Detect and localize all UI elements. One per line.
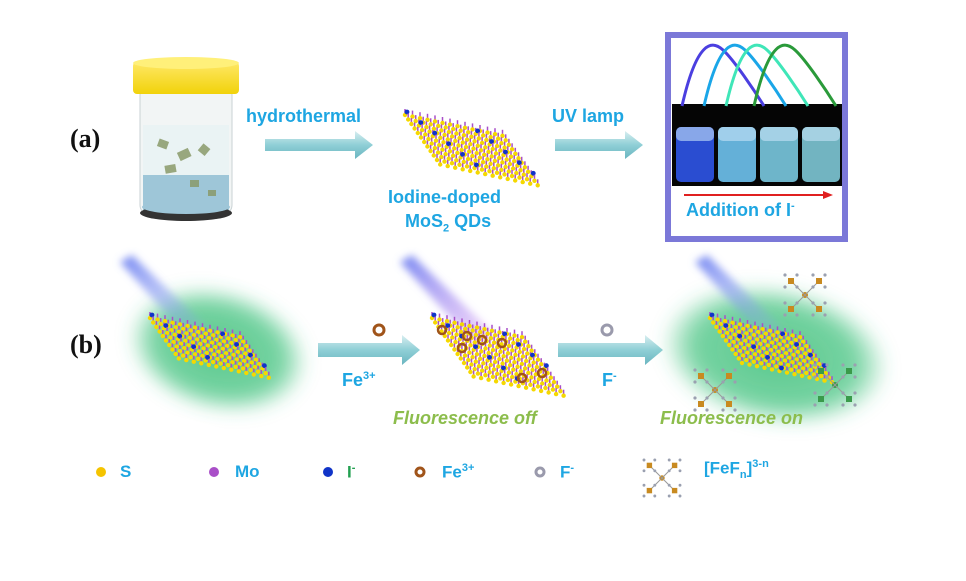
emission-curve xyxy=(752,43,838,107)
legend-f-ring-icon xyxy=(534,466,546,478)
reaction-jar-illustration xyxy=(133,57,239,221)
reagent-f-text: F xyxy=(602,370,613,390)
step-uv-lamp-label: UV lamp xyxy=(552,106,625,126)
panel-a-label: (a) xyxy=(70,124,101,153)
legend-f: F- xyxy=(560,462,574,483)
flake-fluorescent xyxy=(147,312,271,380)
reagent-fe-sup: 3+ xyxy=(363,370,376,382)
legend-i: I- xyxy=(347,462,355,483)
inset-caption: Addition of I- xyxy=(686,200,795,221)
flake-quenched xyxy=(429,312,566,398)
legend-fefn-complex-icon xyxy=(642,458,682,498)
emission-curve xyxy=(702,43,788,107)
legend-complex-sup: 3-n xyxy=(752,458,769,470)
emission-curve xyxy=(724,43,810,107)
inset-caption-sup: - xyxy=(790,200,795,212)
legend-complex-close: ] xyxy=(746,458,753,478)
f-ion-icon xyxy=(600,323,614,337)
legend-s-dot-icon xyxy=(96,467,106,477)
legend-complex-text: [FeF xyxy=(704,458,740,478)
arrow-f xyxy=(558,335,663,365)
fefn-complex-lower-left xyxy=(693,368,737,412)
legend-fe: Fe3+ xyxy=(442,462,474,483)
inset-caption-text: Addition of I xyxy=(686,200,791,220)
reagent-f-label: F- xyxy=(602,370,617,391)
legend-mo-text: Mo xyxy=(235,462,260,481)
product-mos: MoS xyxy=(405,211,443,231)
legend-mo: Mo xyxy=(235,462,260,482)
reagent-f-sup: - xyxy=(613,370,617,382)
legend-fe-text: Fe xyxy=(442,462,462,482)
legend-s: S xyxy=(120,462,131,482)
reagent-fe-label: Fe3+ xyxy=(342,370,376,391)
reagent-fe-text: Fe xyxy=(342,370,364,390)
fefn-complex-lower-right xyxy=(813,363,857,407)
fe-ion-icon xyxy=(372,323,386,337)
legend-fe-sup: 3+ xyxy=(461,462,475,474)
fefn-complex-upper xyxy=(783,273,827,317)
arrow-uv-lamp xyxy=(555,131,643,159)
legend-i-dot-icon xyxy=(323,467,333,477)
panel-b-label: (b) xyxy=(70,330,102,359)
product-qds: QDs xyxy=(449,211,492,231)
fluorescence-off-label: Fluorescence off xyxy=(393,408,537,428)
iodine-doped-mos2-qd-flake xyxy=(402,109,540,188)
step-hydrothermal-label: hydrothermal xyxy=(246,106,362,126)
arrow-hydrothermal xyxy=(265,131,373,159)
legend-f-sup: - xyxy=(570,462,575,474)
arrow-fe xyxy=(318,335,420,365)
legend-fefn-complex: [FeFn]3-n xyxy=(704,458,769,481)
legend-fe-ring-icon xyxy=(414,466,426,478)
fluorescence-on-label: Fluorescence on xyxy=(660,408,804,428)
legend-f-text: F xyxy=(560,462,571,482)
legend-complex-sub: n xyxy=(739,469,747,482)
product-sub: 2 xyxy=(443,222,450,235)
legend-mo-dot-icon xyxy=(209,467,219,477)
product-label-line1: Iodine-doped xyxy=(388,187,501,207)
flake-recovered xyxy=(707,312,835,385)
legend-s-text: S xyxy=(120,462,132,481)
fluorescence-inset xyxy=(665,32,848,242)
product-label-line2: MoS2 QDs xyxy=(405,211,491,235)
legend-i-sup: - xyxy=(351,462,356,474)
legend-i-text: I xyxy=(347,462,352,482)
emission-curve xyxy=(680,43,766,107)
